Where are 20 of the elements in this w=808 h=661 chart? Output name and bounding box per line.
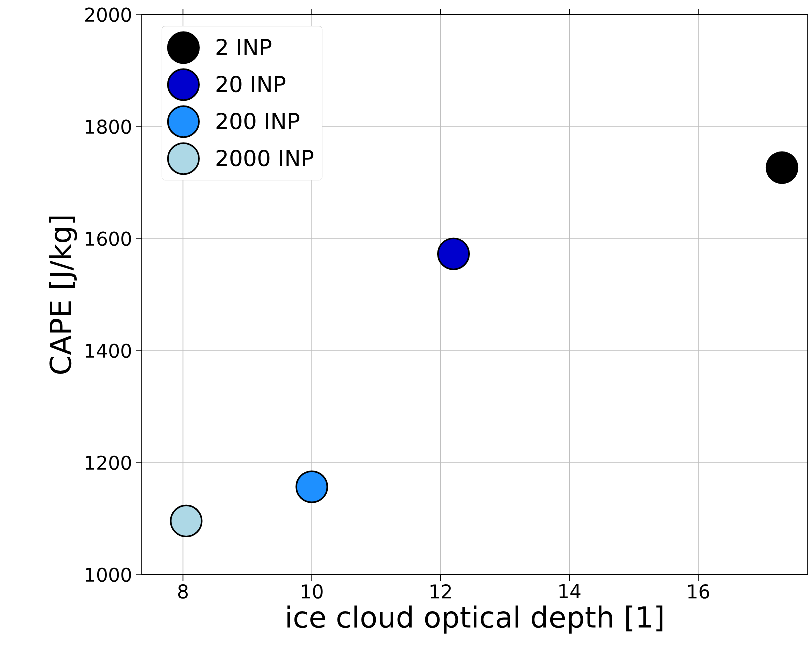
y-tick-label: 1000	[86, 568, 132, 582]
legend-label: 2 INP	[216, 38, 272, 56]
legend-label: 200 INP	[216, 112, 300, 130]
y-tick-label: 1600	[86, 232, 132, 246]
point	[437, 238, 470, 270]
y-tick-label: 1200	[86, 456, 132, 470]
y-axis-title: CAPE [J/kg]	[49, 216, 78, 374]
y-tick-label: 1800	[86, 120, 132, 134]
point	[170, 504, 203, 538]
point	[296, 470, 328, 504]
y-tick-label: 1400	[86, 344, 132, 358]
x-tick-label: 14	[560, 584, 581, 598]
legend-label: 20 INP	[216, 76, 286, 93]
x-axis-title: ice cloud optical depth [1]	[288, 606, 663, 634]
legend-label: 2000 INP	[216, 150, 314, 167]
x-tick-label: 10	[302, 584, 323, 599]
y-tick-label: 2000	[86, 8, 132, 22]
x-tick-label: 12	[430, 584, 452, 599]
x-tick-label: 16	[688, 584, 710, 599]
x-tick-label: 8	[178, 584, 188, 599]
